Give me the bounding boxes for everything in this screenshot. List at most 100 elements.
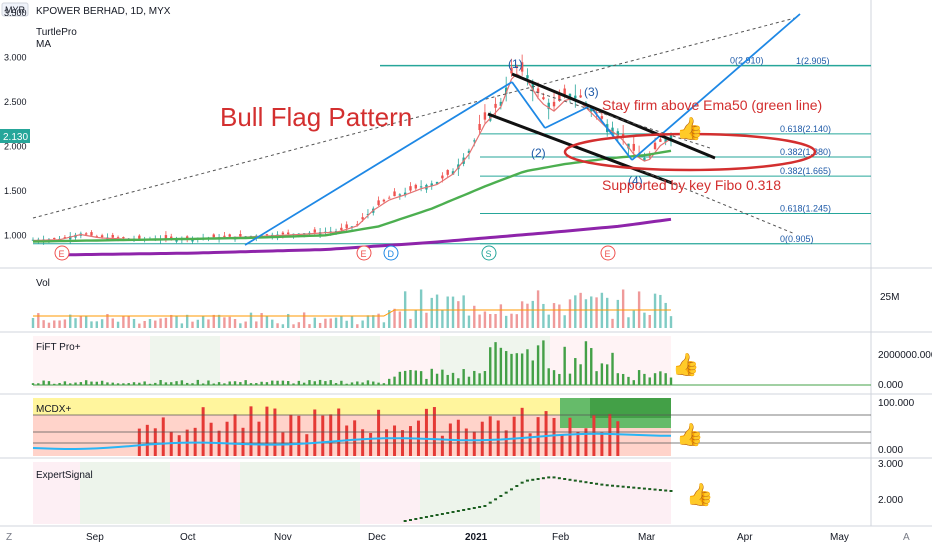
fift-bar	[595, 371, 598, 385]
candle-body	[361, 217, 364, 220]
mcdx-bar	[488, 416, 492, 456]
volume-bar	[611, 318, 614, 328]
expert-step	[669, 490, 673, 492]
fift-bar	[201, 383, 205, 385]
fift-bar	[191, 383, 194, 385]
mcdx-bar	[440, 435, 444, 456]
volume-bar	[595, 297, 598, 328]
fift-bar	[547, 368, 550, 385]
fift-bar	[350, 382, 354, 385]
candle-body	[574, 95, 577, 99]
candle-body	[483, 112, 487, 120]
candle-body	[116, 237, 120, 239]
fift-bar	[653, 373, 657, 385]
volume-bar	[340, 316, 343, 328]
pane-titles: Vol 25M FiFT Pro+ 2000000.000 0.000 MCDX…	[36, 278, 932, 506]
fift-bar	[122, 383, 125, 385]
volume-bars	[31, 289, 673, 328]
expert-step	[547, 476, 551, 479]
auto-scale-glyph[interactable]: A	[903, 532, 910, 543]
expert-step	[648, 488, 652, 491]
volume-bar	[653, 293, 657, 328]
fib-label: 0(0.905)	[780, 234, 814, 244]
mcdx-bar	[257, 421, 261, 456]
expert-step	[515, 485, 519, 487]
fib-label: 1(2.905)	[796, 56, 830, 66]
volume-bar	[180, 323, 184, 328]
volume-bar	[584, 299, 588, 328]
impulse-line-4	[589, 105, 633, 161]
candle-body	[350, 226, 354, 228]
volume-bar	[473, 305, 476, 328]
mcdx-histogram	[32, 406, 871, 456]
volume-bar	[393, 308, 396, 328]
fift-bar	[175, 381, 178, 385]
flag-mid-dashed	[529, 89, 711, 149]
candle-body	[595, 112, 598, 114]
fift-bar	[536, 345, 540, 385]
x-tick-label: May	[830, 532, 849, 543]
fift-bar	[409, 369, 412, 385]
expert-step	[488, 501, 492, 504]
candle-body	[228, 234, 231, 237]
fift-bar	[58, 382, 61, 385]
volume-bar	[47, 322, 51, 328]
fift-bar	[558, 373, 561, 385]
volume-bar	[526, 303, 529, 328]
volume-bar	[388, 310, 391, 328]
dashed-trendline	[32, 17, 796, 219]
candle-body	[170, 236, 173, 239]
candle-body	[515, 66, 519, 69]
candle-body	[377, 200, 380, 206]
wave-labels: (1) (2) (3) (4)	[508, 57, 643, 188]
volume-bar	[558, 304, 561, 328]
candle-body	[287, 232, 290, 235]
mcdx-bar	[560, 435, 564, 456]
volume-bar	[302, 312, 306, 328]
flag-lower-line	[487, 112, 673, 185]
volume-bar	[520, 301, 524, 328]
candle-body	[95, 236, 98, 238]
expert-step	[568, 478, 572, 481]
expert-step	[419, 517, 423, 519]
fift-bar	[520, 353, 524, 385]
mcdx-bar	[225, 421, 229, 456]
candle-body	[138, 235, 141, 239]
fift-bar	[180, 380, 184, 385]
impulse-line-1	[244, 81, 513, 246]
candle-body	[356, 224, 359, 226]
volume-bar	[515, 314, 519, 328]
fift-bar	[366, 380, 370, 385]
mcdx-bar	[472, 431, 476, 456]
timezone-glyph[interactable]: Z	[6, 532, 12, 543]
volume-bar	[42, 320, 45, 328]
impulse-line-3	[544, 105, 591, 129]
candle-body	[84, 233, 88, 235]
candle-body	[558, 94, 561, 101]
volume-bar	[350, 316, 354, 328]
fift-bar	[63, 381, 67, 385]
candle-body	[265, 234, 269, 236]
mcdx-bar	[496, 420, 500, 456]
fift-bar	[116, 383, 120, 385]
volume-bar	[313, 317, 316, 328]
expert-step	[520, 481, 524, 484]
volume-bar	[632, 310, 635, 328]
fift-bar	[255, 383, 258, 385]
fift-bar	[95, 381, 98, 385]
expert-step	[600, 483, 604, 486]
volume-bar	[409, 318, 412, 328]
candle-body	[621, 133, 625, 137]
volume-bar	[148, 318, 152, 328]
fift-bar	[308, 380, 311, 385]
volume-bar	[260, 313, 263, 328]
volume-bar	[489, 314, 492, 328]
candle-body	[547, 102, 550, 110]
y-tick-label: 2.000	[4, 141, 27, 151]
fift-bar	[111, 382, 114, 385]
fib-label: 0.618(2.140)	[780, 124, 831, 134]
fift-bar	[217, 382, 221, 385]
event-marker-label: D	[388, 249, 395, 259]
